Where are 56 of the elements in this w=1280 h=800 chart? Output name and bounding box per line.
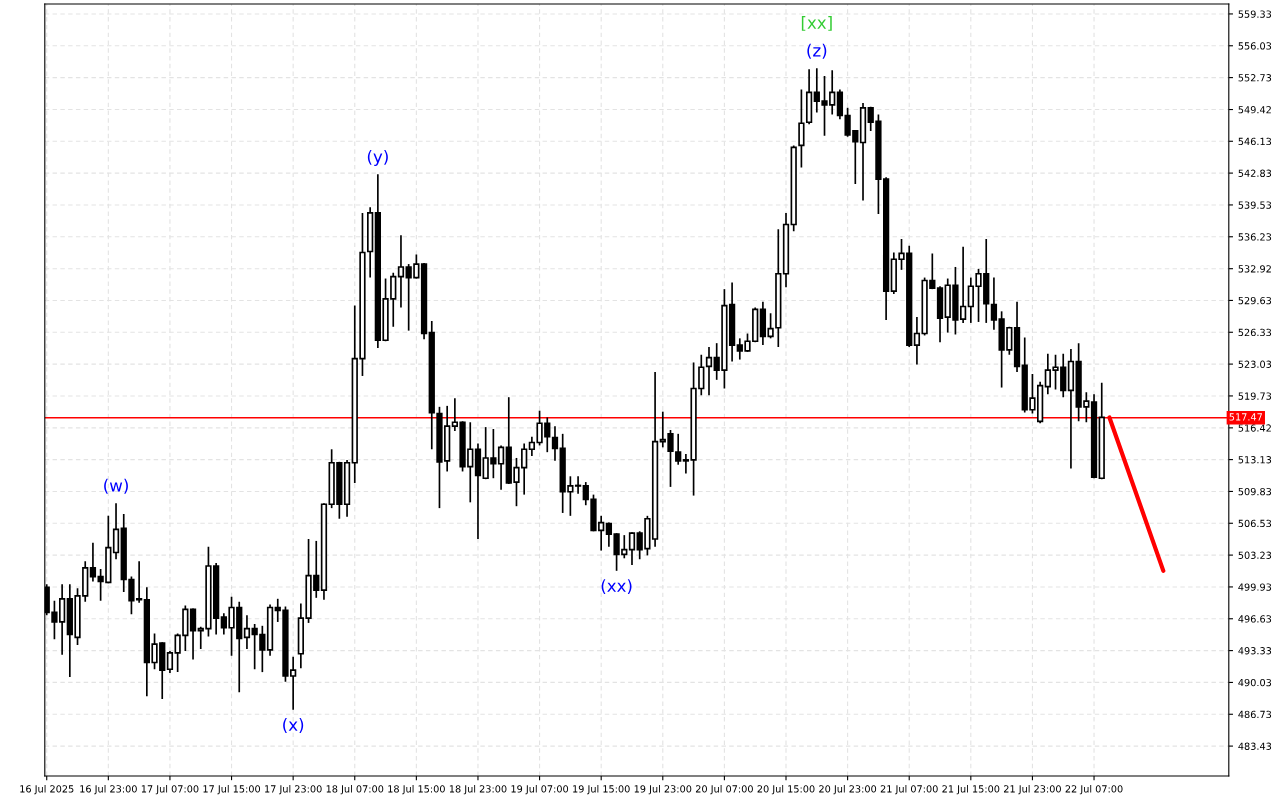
x-tick-label: 17 Jul 07:00 [141,785,199,795]
y-tick-label: 546.13 [1238,137,1272,146]
y-tick-label: 493.33 [1238,647,1272,655]
candlestick [628,531,636,566]
x-tick-label: 16 Jul 23:00 [80,785,137,795]
x-tick-label: 18 Jul 07:00 [326,785,384,795]
y-tick-label: 483.43 [1238,742,1272,750]
y-tick-label: 549.42 [1238,106,1271,114]
candlestick [243,614,251,650]
candlestick [112,502,120,561]
y-tick-label: 556.03 [1238,42,1272,50]
y-tick-label: 519.73 [1238,392,1272,400]
annotation: (w) [104,478,128,494]
x-tick-label: 16 Jul 2025 [20,785,74,795]
y-tick-label: 559.33 [1238,10,1272,18]
y-tick-label: 486.73 [1238,710,1272,719]
y-tick-label: 513.13 [1238,456,1272,464]
y-tick-label: 552.73 [1238,74,1272,82]
annotation: (z) [807,43,827,59]
y-tick-label: 490.03 [1238,678,1272,687]
x-tick-label: 20 Jul 07:00 [695,785,753,795]
annotation: (y) [367,149,388,167]
ref-line-label: 517.47 [1229,413,1262,421]
y-tick-label: 506.53 [1238,519,1272,528]
y-tick-label: 536.23 [1238,233,1272,241]
x-tick-label: 19 Jul 15:00 [573,785,630,795]
x-tick-label: 21 Jul 15:00 [942,785,1000,795]
y-tick-label: 523.03 [1238,360,1272,368]
annotation: [xx] [801,16,832,31]
y-tick-label: 526.33 [1238,328,1272,337]
y-tick-label: 496.63 [1238,615,1272,623]
x-tick-label: 22 Jul 07:00 [1065,785,1123,795]
x-tick-label: 17 Jul 23:00 [265,785,322,795]
y-tick-label: 516.42 [1238,424,1271,432]
candlestick [397,234,405,309]
y-tick-label: 509.83 [1238,487,1272,496]
y-tick-label: 529.63 [1238,296,1272,305]
y-tick-label: 499.93 [1238,583,1272,591]
x-tick-label: 21 Jul 07:00 [880,785,938,795]
y-tick-label: 532.92 [1238,265,1271,273]
y-tick-label: 542.83 [1238,169,1272,177]
x-tick-label: 20 Jul 15:00 [757,785,815,795]
candlestick [551,425,559,462]
x-tick-label: 21 Jul 23:00 [1003,785,1061,795]
x-tick-label: 17 Jul 15:00 [203,785,261,795]
annotation: (x) [283,718,304,733]
annotation: (xx) [601,579,632,595]
y-tick-label: 503.23 [1238,551,1272,559]
x-tick-label: 19 Jul 07:00 [511,785,569,795]
x-tick-label: 19 Jul 23:00 [634,785,692,795]
candlestick [189,607,197,661]
x-tick-label: 20 Jul 23:00 [819,785,877,795]
y-tick-label: 539.53 [1238,201,1272,209]
x-tick-label: 18 Jul 15:00 [388,785,445,795]
x-tick-label: 18 Jul 23:00 [449,785,507,795]
candlestick [705,346,713,397]
